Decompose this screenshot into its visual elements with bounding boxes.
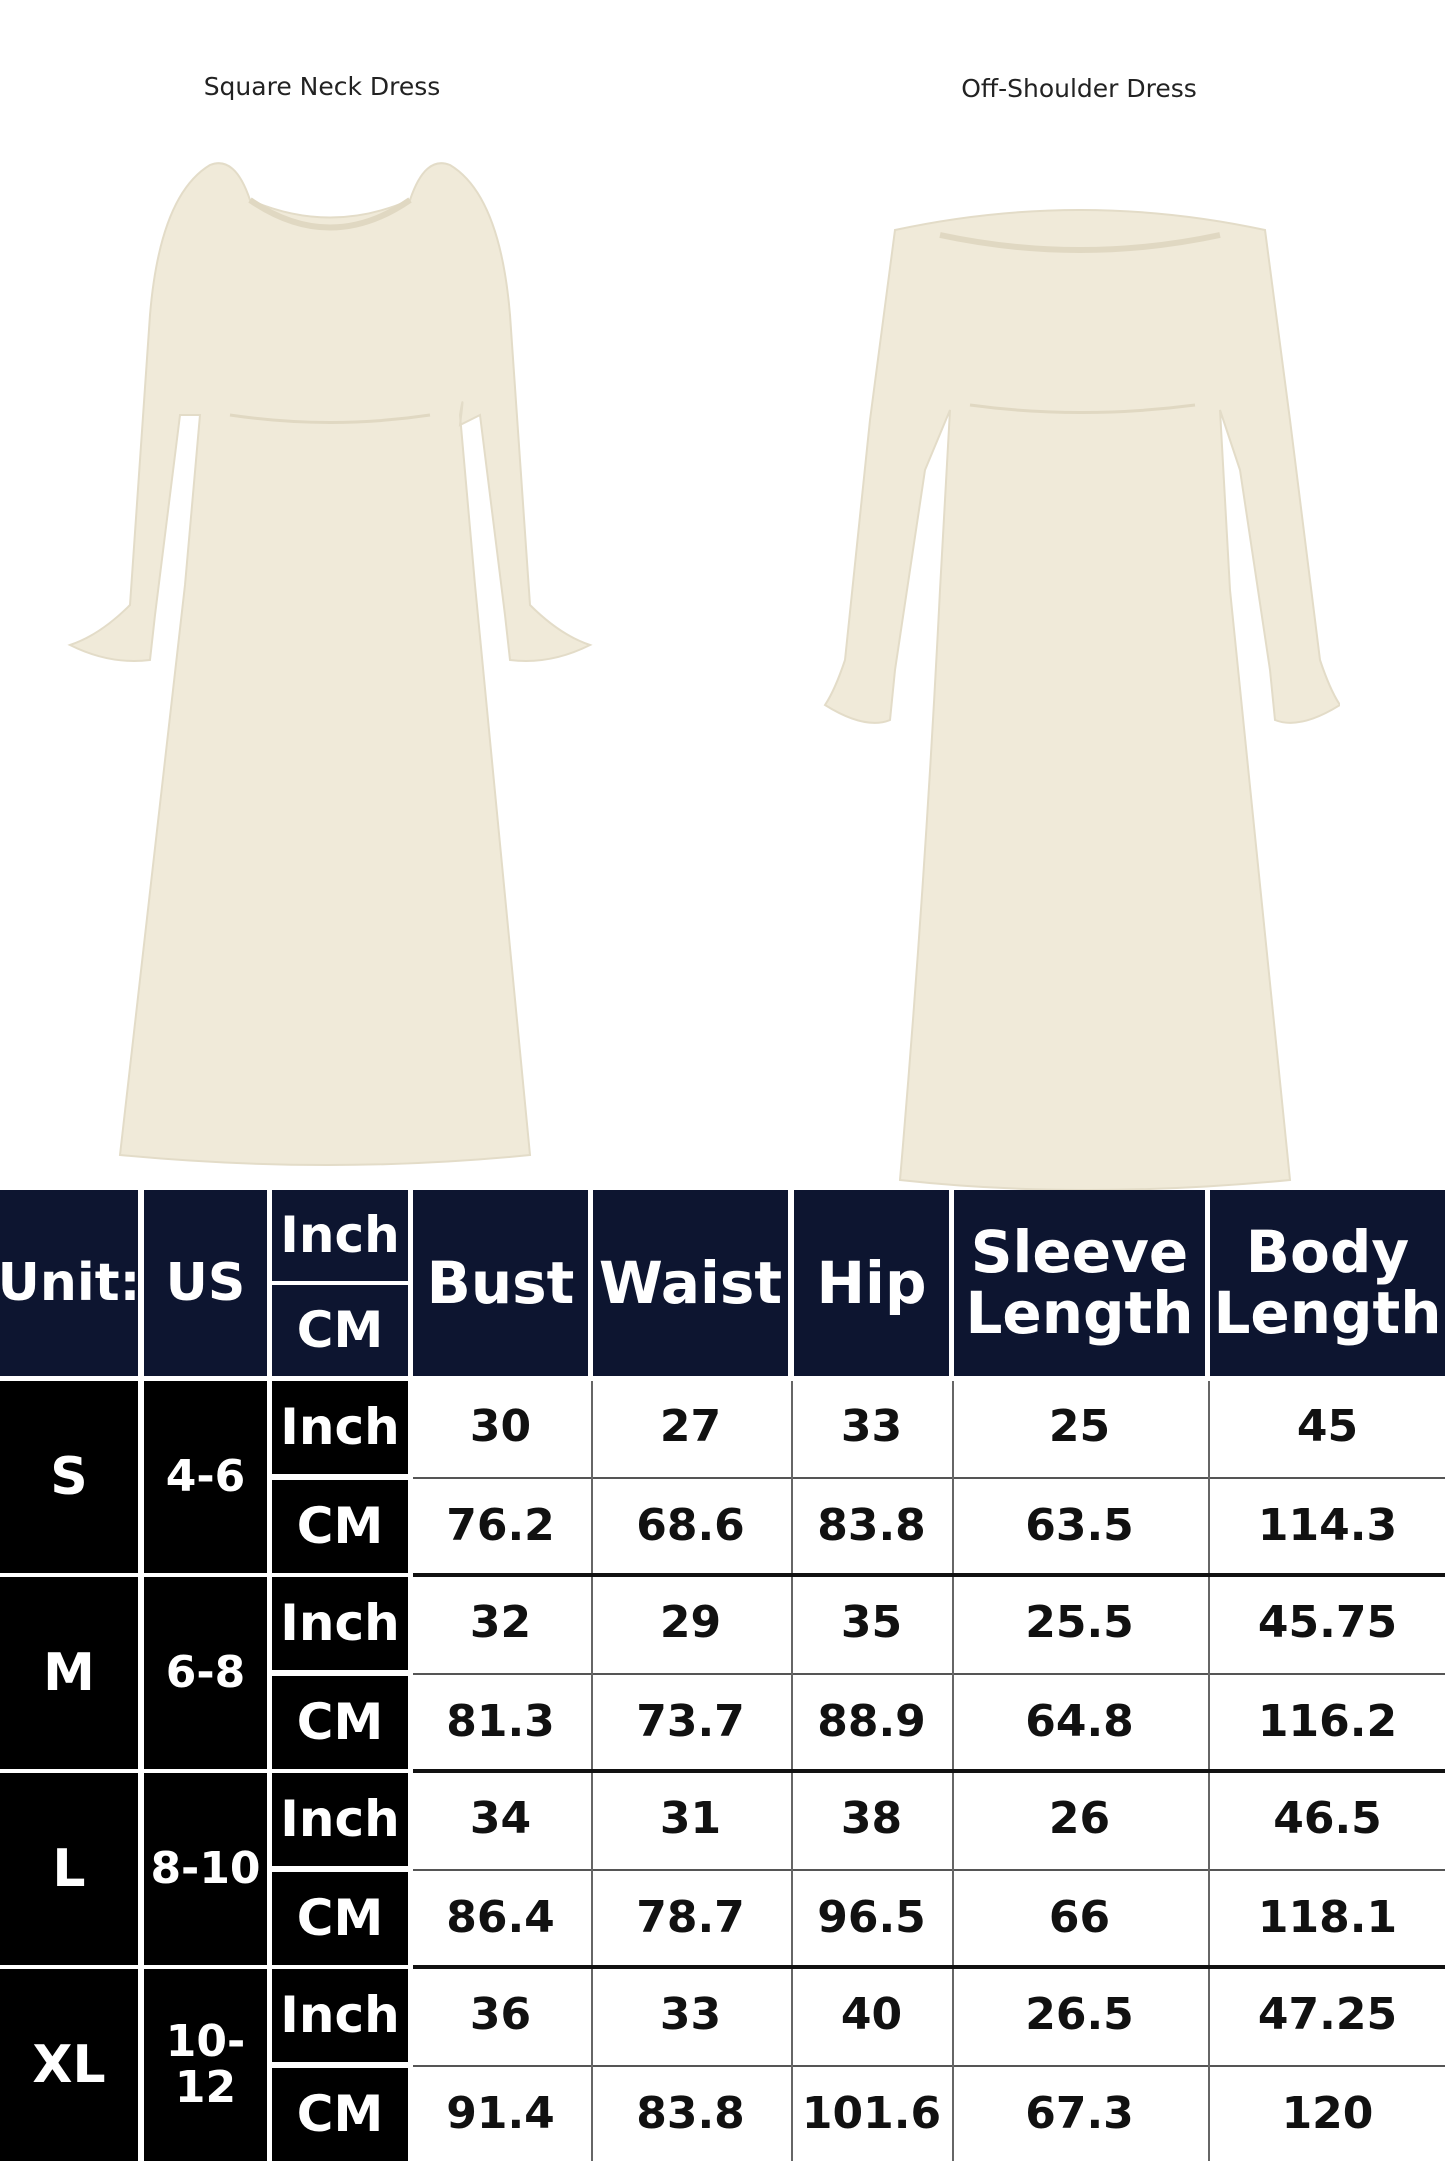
unit-label-inch: Inch xyxy=(272,1773,408,1866)
value-cell: 101.6 xyxy=(791,2068,952,2161)
product-title-square-neck: Square Neck Dress xyxy=(203,72,441,101)
value-cell: 64.8 xyxy=(951,1676,1208,1769)
header-unit-inch: Inch xyxy=(272,1190,408,1281)
value-cell: 27 xyxy=(590,1381,791,1474)
value-cell: 83.8 xyxy=(791,1480,952,1573)
size-label: L xyxy=(0,1773,138,1965)
row-divider xyxy=(413,1869,1445,1871)
column-divider xyxy=(791,1969,793,2161)
value-cell: 25.5 xyxy=(951,1577,1208,1670)
header-unit-cm: CM xyxy=(272,1285,408,1376)
value-cell: 35 xyxy=(791,1577,952,1670)
header-us: US xyxy=(144,1190,267,1376)
off-shoulder-dress-image xyxy=(823,209,1340,1190)
value-cell: 66 xyxy=(951,1872,1208,1965)
header-unit: Unit: xyxy=(0,1190,140,1376)
column-divider xyxy=(591,1773,593,1965)
header-body: Body Length xyxy=(1210,1190,1445,1376)
unit-label-inch: Inch xyxy=(272,1969,408,2062)
column-divider xyxy=(1208,1969,1210,2161)
value-cell: 47.25 xyxy=(1207,1969,1445,2062)
column-divider xyxy=(791,1577,793,1769)
group-divider xyxy=(413,1769,1445,1773)
product-title-off-shoulder: Off-Shoulder Dress xyxy=(961,74,1197,103)
value-cell: 33 xyxy=(791,1381,952,1474)
size-label: XL xyxy=(0,1969,138,2161)
value-cell: 29 xyxy=(590,1577,791,1670)
value-cell: 76.2 xyxy=(410,1480,591,1573)
column-divider xyxy=(1208,1381,1210,1573)
value-cell: 46.5 xyxy=(1207,1773,1445,1866)
square-neck-dress-image xyxy=(67,162,593,1166)
column-divider xyxy=(591,1969,593,2161)
group-divider xyxy=(413,1573,1445,1577)
value-cell: 45.75 xyxy=(1207,1577,1445,1670)
group-divider xyxy=(413,1965,1445,1969)
value-cell: 83.8 xyxy=(590,2068,791,2161)
value-cell: 96.5 xyxy=(791,1872,952,1965)
value-cell: 68.6 xyxy=(590,1480,791,1573)
column-divider xyxy=(952,1577,954,1769)
value-cell: 120 xyxy=(1207,2068,1445,2161)
unit-label-inch: Inch xyxy=(272,1577,408,1670)
value-cell: 36 xyxy=(410,1969,591,2062)
value-cell: 45 xyxy=(1207,1381,1445,1474)
column-divider xyxy=(952,1773,954,1965)
value-cell: 86.4 xyxy=(410,1872,591,1965)
value-cell: 32 xyxy=(410,1577,591,1670)
column-divider xyxy=(591,1381,593,1573)
value-cell: 38 xyxy=(791,1773,952,1866)
value-cell: 26 xyxy=(951,1773,1208,1866)
value-cell: 81.3 xyxy=(410,1676,591,1769)
unit-label-cm: CM xyxy=(272,2068,408,2161)
unit-label-cm: CM xyxy=(272,1480,408,1573)
unit-label-inch: Inch xyxy=(272,1381,408,1474)
value-cell: 116.2 xyxy=(1207,1676,1445,1769)
header-waist: Waist xyxy=(593,1190,788,1376)
header-hip: Hip xyxy=(794,1190,949,1376)
value-cell: 34 xyxy=(410,1773,591,1866)
value-cell: 114.3 xyxy=(1207,1480,1445,1573)
value-cell: 78.7 xyxy=(590,1872,791,1965)
column-divider xyxy=(591,1577,593,1769)
us-size-label: 10-12 xyxy=(144,1969,267,2161)
header-sleeve: Sleeve Length xyxy=(954,1190,1205,1376)
value-cell: 73.7 xyxy=(590,1676,791,1769)
value-cell: 63.5 xyxy=(951,1480,1208,1573)
unit-label-cm: CM xyxy=(272,1872,408,1965)
column-divider xyxy=(791,1773,793,1965)
column-divider xyxy=(952,1969,954,2161)
column-divider xyxy=(1208,1577,1210,1769)
header-bust: Bust xyxy=(413,1190,588,1376)
value-cell: 91.4 xyxy=(410,2068,591,2161)
value-cell: 30 xyxy=(410,1381,591,1474)
unit-label-cm: CM xyxy=(272,1676,408,1769)
column-divider xyxy=(952,1381,954,1573)
size-label: S xyxy=(0,1381,138,1573)
column-divider xyxy=(791,1381,793,1573)
us-size-label: 6-8 xyxy=(144,1577,267,1769)
column-divider xyxy=(1208,1773,1210,1965)
row-divider xyxy=(413,2065,1445,2067)
value-cell: 88.9 xyxy=(791,1676,952,1769)
value-cell: 33 xyxy=(590,1969,791,2062)
row-divider xyxy=(413,1673,1445,1675)
value-cell: 25 xyxy=(951,1381,1208,1474)
us-size-label: 8-10 xyxy=(144,1773,267,1965)
us-size-label: 4-6 xyxy=(144,1381,267,1573)
value-cell: 67.3 xyxy=(951,2068,1208,2161)
row-divider xyxy=(413,1477,1445,1479)
value-cell: 26.5 xyxy=(951,1969,1208,2062)
size-label: M xyxy=(0,1577,138,1769)
value-cell: 118.1 xyxy=(1207,1872,1445,1965)
value-cell: 40 xyxy=(791,1969,952,2062)
value-cell: 31 xyxy=(590,1773,791,1866)
